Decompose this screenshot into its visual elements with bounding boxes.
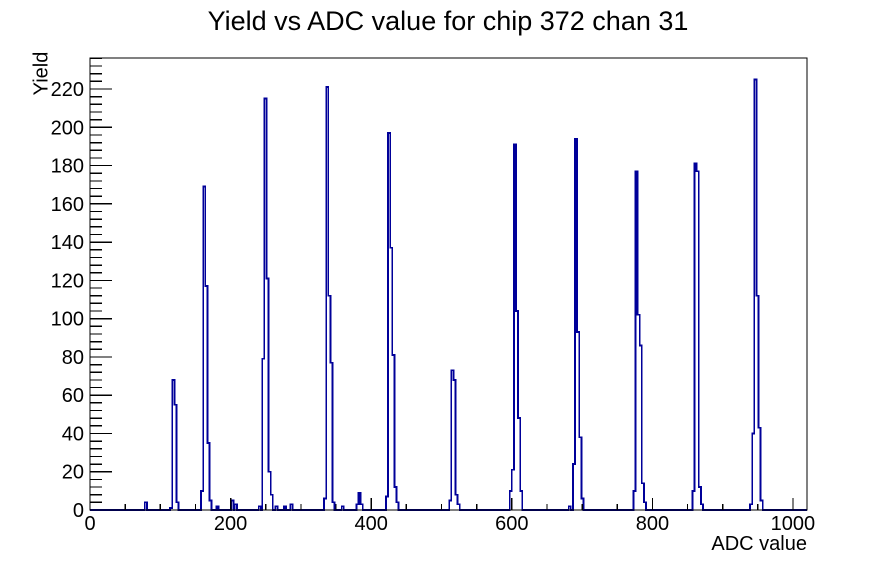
histogram-line [90, 78, 807, 511]
plot-frame [89, 57, 808, 511]
svg-text:0: 0 [84, 513, 95, 535]
svg-text:60: 60 [62, 385, 84, 407]
svg-text:40: 40 [62, 424, 84, 446]
x-axis-title: ADC value [711, 533, 807, 555]
svg-text:160: 160 [51, 194, 84, 216]
svg-text:800: 800 [636, 513, 669, 535]
svg-text:200: 200 [214, 513, 247, 535]
y-axis: 0 20 40 60 80 100 120 140 160 180 200 220 [51, 57, 112, 522]
svg-text:80: 80 [62, 347, 84, 369]
svg-text:0: 0 [73, 500, 84, 522]
svg-text:180: 180 [51, 156, 84, 178]
x-axis: 0 200 400 600 800 1000 [84, 498, 815, 535]
svg-text:120: 120 [51, 270, 84, 292]
svg-text:400: 400 [355, 513, 388, 535]
svg-text:220: 220 [51, 79, 84, 101]
svg-text:140: 140 [51, 232, 84, 254]
svg-text:1000: 1000 [771, 513, 816, 535]
svg-text:600: 600 [495, 513, 528, 535]
svg-text:100: 100 [51, 309, 84, 331]
svg-text:200: 200 [51, 117, 84, 139]
svg-text:20: 20 [62, 462, 84, 484]
chart-title: Yield vs ADC value for chip 372 chan 31 [207, 6, 689, 36]
